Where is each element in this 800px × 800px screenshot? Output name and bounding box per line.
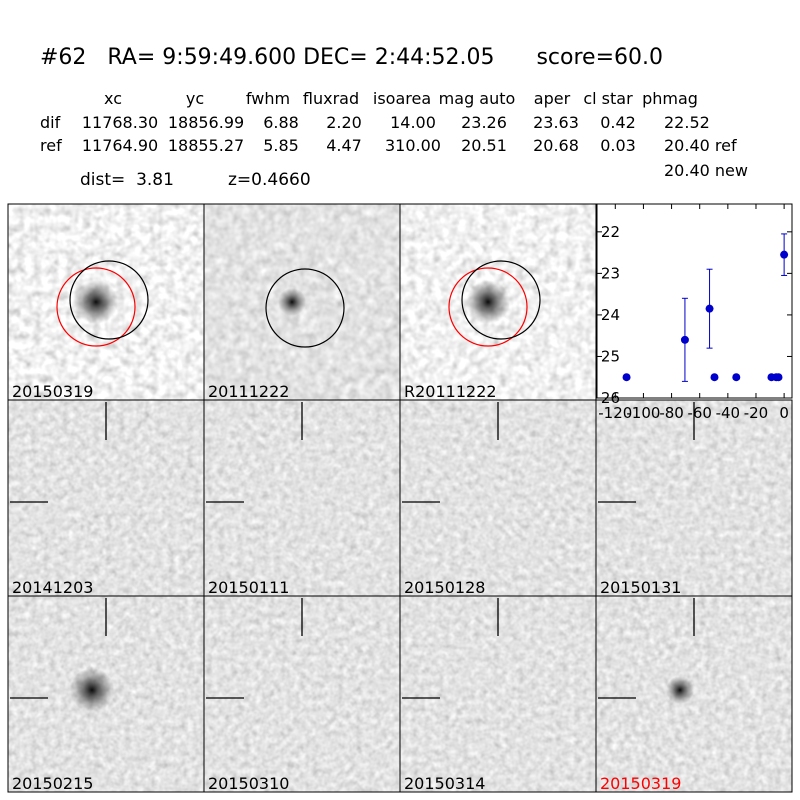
table-cell: 23.26 <box>461 113 507 132</box>
column-header: phmag <box>642 89 698 108</box>
column-header: isoarea <box>373 89 431 108</box>
stamp-label: 20150215 <box>12 774 93 793</box>
row-label: dif <box>40 113 61 132</box>
table-cell: 11764.90 <box>82 136 158 155</box>
source-blob <box>666 676 694 704</box>
data-point <box>732 373 741 382</box>
y-tick-label: 23 <box>601 264 620 282</box>
table-cell: 18855.27 <box>168 136 244 155</box>
redshift: z=0.4660 <box>228 170 311 190</box>
aperture-new <box>265 268 345 348</box>
table-cell: 18856.99 <box>168 113 244 132</box>
table-cell: 5.85 <box>263 136 299 155</box>
stamp-frame <box>595 595 793 793</box>
stamp-label: 20150319 <box>12 382 93 401</box>
data-point <box>705 304 714 313</box>
table-cell: 20.40 ref <box>664 136 737 155</box>
table-cell: 6.88 <box>263 113 299 132</box>
table-cell: 2.20 <box>326 113 362 132</box>
source-blob <box>70 668 114 712</box>
x-tick-label: -60 <box>687 404 712 422</box>
x-tick-label: -100 <box>626 404 660 422</box>
table-cell: 20.68 <box>533 136 579 155</box>
aperture-new <box>69 260 149 340</box>
source-blob <box>278 288 306 316</box>
data-point <box>710 373 719 382</box>
table-cell: 0.42 <box>600 113 636 132</box>
column-header: aper <box>534 89 571 108</box>
y-tick-label: 22 <box>601 223 620 241</box>
table-cell: 22.52 <box>664 113 710 132</box>
stamp-label: 20111222 <box>208 382 289 401</box>
column-header: fluxrad <box>303 89 359 108</box>
column-header: mag auto <box>439 89 516 108</box>
stamp-label: 20150111 <box>208 578 289 597</box>
y-tick-label: 24 <box>601 306 620 324</box>
source-blob <box>466 280 510 324</box>
table-cell: 23.63 <box>533 113 579 132</box>
table-cell: 11768.30 <box>82 113 158 132</box>
table-cell: 0.03 <box>600 136 636 155</box>
table-cell: 310.00 <box>385 136 441 155</box>
aperture-ref <box>56 267 136 347</box>
data-point <box>680 335 689 344</box>
stamp-label: 20150131 <box>600 578 681 597</box>
dist: dist= 3.81 <box>80 170 174 190</box>
data-point <box>774 373 783 382</box>
column-header: yc <box>186 89 204 108</box>
column-header: xc <box>104 89 122 108</box>
column-header: cl star <box>583 89 633 108</box>
row-label: ref <box>40 136 62 155</box>
y-tick-label: 25 <box>601 347 620 365</box>
x-tick-label: -80 <box>659 404 684 422</box>
stamp-label: 20141203 <box>12 578 93 597</box>
x-tick-label: 0 <box>779 404 789 422</box>
stamp-label: 20150314 <box>404 774 485 793</box>
extra-phmag: 20.40 new <box>664 161 748 180</box>
stamp-label: 20150310 <box>208 774 289 793</box>
table-cell: 14.00 <box>390 113 436 132</box>
title: #62 RA= 9:59:49.600 DEC= 2:44:52.05 scor… <box>40 45 663 70</box>
stamp-label: R20111222 <box>404 382 497 401</box>
table-cell: 20.51 <box>461 136 507 155</box>
plot-area <box>596 203 793 399</box>
stamp-label: 20150128 <box>404 578 485 597</box>
source-blob <box>74 280 118 324</box>
aperture-new <box>461 260 541 340</box>
x-tick-label: -20 <box>744 404 769 422</box>
stamp-label: 20150319 <box>600 774 681 793</box>
x-tick-label: -120 <box>598 404 632 422</box>
data-point <box>622 373 631 382</box>
x-tick-label: -40 <box>716 404 741 422</box>
table-cell: 4.47 <box>326 136 362 155</box>
column-header: fwhm <box>246 89 290 108</box>
stamps: 20150319 20111222 R20111222 20141203 2015011… <box>7 203 793 793</box>
data-point <box>780 250 789 259</box>
aperture-ref <box>448 267 528 347</box>
